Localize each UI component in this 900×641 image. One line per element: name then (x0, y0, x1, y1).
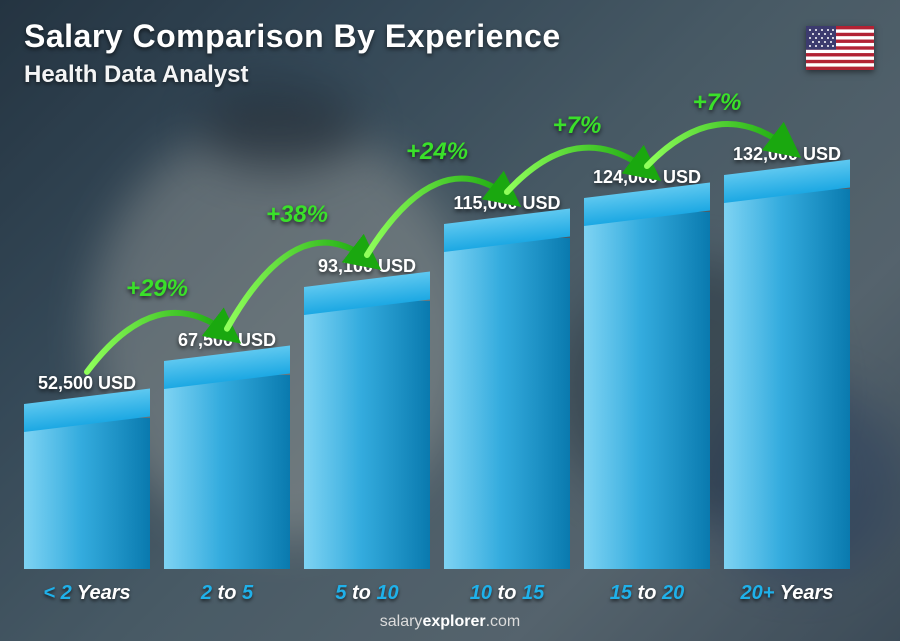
bar-column: 132,000 USD20+ Years (724, 99, 850, 569)
bar (164, 375, 290, 569)
chart-subtitle: Health Data Analyst (24, 61, 561, 89)
bar-highlight (724, 189, 850, 569)
bar-value-label: 93,100 USD (318, 256, 416, 277)
bar-column: 93,100 USD5 to 10 (304, 99, 430, 569)
bar-category-label: 5 to 10 (335, 582, 398, 605)
bars-row: 52,500 USD< 2 Years67,500 USD2 to 593,10… (24, 99, 850, 569)
bar-highlight (584, 212, 710, 569)
bar-highlight (164, 375, 290, 569)
bar-value-label: 52,500 USD (38, 373, 136, 394)
bar-column: 67,500 USD2 to 5 (164, 99, 290, 569)
bar-category-label: 15 to 20 (610, 582, 685, 605)
bar (304, 301, 430, 569)
bar-highlight (24, 418, 150, 569)
title-block: Salary Comparison By Experience Health D… (24, 18, 561, 89)
bar-highlight (444, 238, 570, 569)
bar-column: 52,500 USD< 2 Years (24, 99, 150, 569)
bar-column: 124,000 USD15 to 20 (584, 99, 710, 569)
bar (24, 418, 150, 569)
chart-stage: Salary Comparison By Experience Health D… (0, 0, 900, 641)
footer-attribution: salaryexplorer.com (0, 613, 900, 631)
bar-category-label: 20+ Years (741, 582, 834, 605)
bar (724, 189, 850, 569)
footer-text-bold: explorer (422, 613, 485, 630)
flag-us-icon (806, 26, 874, 70)
footer-text-suffix: .com (486, 613, 521, 630)
bar-category-label: < 2 Years (43, 582, 130, 605)
chart-title: Salary Comparison By Experience (24, 18, 561, 55)
bar-category-label: 2 to 5 (201, 582, 253, 605)
bar (444, 238, 570, 569)
bar-category-label: 10 to 15 (470, 582, 545, 605)
footer-text-left: salary (380, 613, 423, 630)
bar-column: 115,000 USD10 to 15 (444, 99, 570, 569)
bar-value-label: 67,500 USD (178, 330, 276, 351)
bar-highlight (304, 301, 430, 569)
bar-chart: 52,500 USD< 2 Years67,500 USD2 to 593,10… (24, 99, 850, 569)
bar (584, 212, 710, 569)
